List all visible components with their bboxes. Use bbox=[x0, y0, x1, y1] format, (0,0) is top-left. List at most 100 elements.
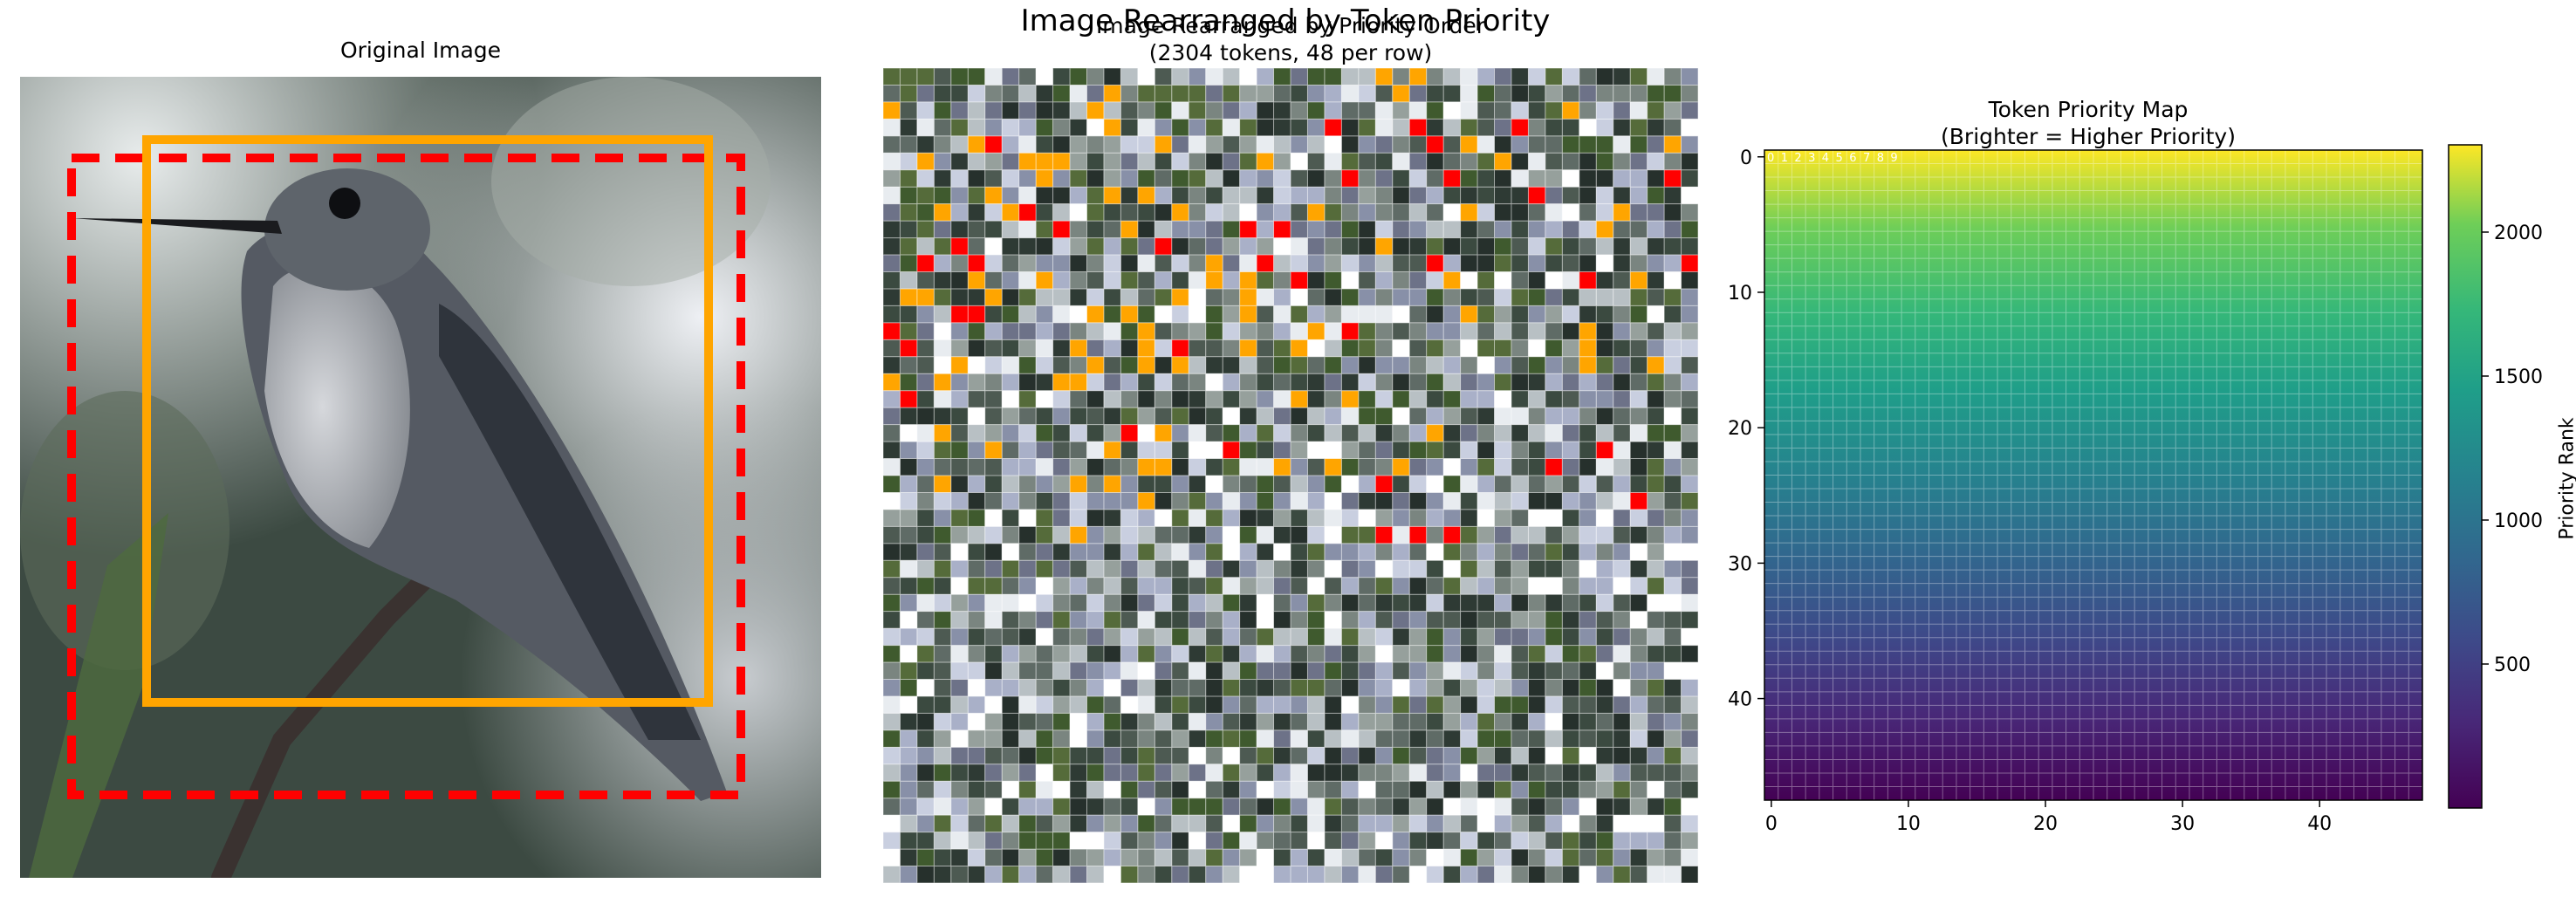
mosaic-patch bbox=[1511, 713, 1529, 730]
mosaic-patch bbox=[883, 866, 901, 883]
mosaic-patch bbox=[1358, 305, 1376, 323]
mosaic-patch bbox=[1324, 119, 1342, 136]
mosaic-patch bbox=[1239, 492, 1257, 510]
mosaic-patch bbox=[1257, 815, 1274, 832]
mosaic-patch bbox=[900, 458, 917, 476]
mosaic-patch bbox=[1103, 288, 1121, 306]
mosaic-patch bbox=[1664, 747, 1682, 764]
mosaic-patch bbox=[1443, 866, 1461, 883]
mosaic-patch bbox=[1647, 815, 1665, 832]
mosaic-patch bbox=[1307, 339, 1325, 357]
mosaic-patch bbox=[1392, 101, 1410, 120]
mosaic-patch bbox=[1189, 255, 1206, 272]
mosaic-patch bbox=[1579, 747, 1597, 764]
mosaic-patch bbox=[1375, 135, 1393, 154]
mosaic-patch bbox=[968, 288, 985, 306]
mosaic-patch bbox=[1103, 476, 1121, 493]
mosaic-patch bbox=[1307, 153, 1325, 170]
mosaic-patch bbox=[1002, 815, 1019, 832]
mosaic-patch bbox=[1579, 458, 1597, 476]
mosaic-patch bbox=[1273, 476, 1291, 493]
mosaic-patch bbox=[934, 153, 951, 170]
mosaic-patch bbox=[1443, 747, 1461, 764]
mosaic-patch bbox=[1375, 390, 1393, 408]
mosaic-patch bbox=[1528, 815, 1545, 832]
mosaic-patch bbox=[950, 390, 969, 408]
mosaic-patch bbox=[1494, 153, 1511, 170]
mosaic-patch bbox=[1002, 628, 1019, 646]
mosaic-patch bbox=[1324, 424, 1342, 442]
mosaic-patch bbox=[1086, 832, 1104, 850]
mosaic-patch bbox=[1494, 781, 1511, 798]
mosaic-patch bbox=[1664, 645, 1682, 663]
mosaic-patch bbox=[1579, 135, 1597, 154]
mosaic-patch bbox=[1154, 526, 1172, 544]
mosaic-patch bbox=[1494, 221, 1511, 238]
mosaic-patch bbox=[1307, 169, 1325, 188]
mosaic-patch bbox=[1307, 763, 1325, 782]
mosaic-patch bbox=[1002, 747, 1019, 764]
mosaic-patch bbox=[1070, 594, 1087, 612]
mosaic-patch bbox=[1545, 849, 1563, 866]
mosaic-patch bbox=[1307, 662, 1325, 680]
mosaic-patch bbox=[1324, 442, 1342, 459]
mosaic-patch bbox=[984, 695, 1003, 714]
mosaic-patch bbox=[1647, 798, 1665, 816]
mosaic-patch bbox=[1070, 611, 1087, 629]
mosaic-patch bbox=[916, 492, 935, 510]
mosaic-patch bbox=[1103, 713, 1121, 730]
mosaic-patch bbox=[1494, 442, 1511, 459]
mosaic-patch bbox=[1324, 729, 1342, 748]
mosaic-patch bbox=[1460, 729, 1478, 748]
mosaic-patch bbox=[1647, 832, 1665, 850]
mosaic-patch bbox=[1137, 763, 1155, 782]
mosaic-patch bbox=[1120, 373, 1138, 391]
mosaic-patch bbox=[1630, 322, 1648, 340]
mosaic-patch bbox=[1528, 763, 1545, 782]
mosaic-patch bbox=[1103, 68, 1121, 86]
mosaic-patch bbox=[1154, 442, 1172, 459]
mosaic-patch bbox=[1426, 288, 1444, 306]
mosaic-patch bbox=[1120, 203, 1138, 222]
mosaic-patch bbox=[1630, 866, 1648, 883]
mosaic-patch bbox=[1375, 577, 1393, 595]
mosaic-patch bbox=[984, 543, 1003, 561]
mosaic-patch bbox=[1189, 322, 1206, 340]
mosaic-patch bbox=[1070, 815, 1087, 832]
mosaic-patch bbox=[950, 135, 969, 154]
mosaic-patch bbox=[968, 628, 985, 646]
mosaic-patch bbox=[1409, 221, 1427, 238]
mosaic-patch bbox=[1392, 747, 1410, 764]
mosaic-patch bbox=[934, 594, 951, 612]
mosaic-patch bbox=[1596, 476, 1613, 493]
mosaic-patch bbox=[1291, 237, 1308, 256]
mosaic-patch bbox=[1307, 101, 1325, 120]
mosaic-patch bbox=[900, 866, 917, 883]
mosaic-patch bbox=[1681, 407, 1698, 425]
mosaic-patch bbox=[1664, 611, 1682, 629]
mosaic-patch bbox=[1273, 407, 1291, 425]
mosaic-patch bbox=[1018, 577, 1037, 595]
mosaic-patch bbox=[1070, 390, 1087, 408]
mosaic-patch bbox=[1171, 203, 1189, 222]
mosaic-patch bbox=[1002, 492, 1019, 510]
mosaic-patch bbox=[1375, 866, 1393, 883]
mosaic-patch bbox=[1154, 662, 1172, 680]
mosaic-patch bbox=[1137, 187, 1155, 204]
mosaic-patch bbox=[1086, 101, 1104, 120]
mosaic-patch bbox=[968, 322, 985, 340]
mosaic-patch bbox=[1341, 832, 1359, 850]
mosaic-patch bbox=[1171, 339, 1189, 357]
mosaic-patch bbox=[1070, 713, 1087, 730]
mosaic-patch bbox=[1426, 695, 1444, 714]
mosaic-patch bbox=[1324, 832, 1342, 850]
mosaic-patch bbox=[1545, 815, 1563, 832]
mosaic-patch bbox=[1070, 866, 1087, 883]
mosaic-patch bbox=[1358, 729, 1376, 748]
mosaic-patch bbox=[1018, 407, 1037, 425]
mosaic-patch bbox=[1137, 442, 1155, 459]
mosaic-patch bbox=[1103, 85, 1121, 102]
mosaic-patch bbox=[1018, 849, 1037, 866]
mosaic-patch bbox=[1341, 68, 1359, 86]
mosaic-patch bbox=[1426, 577, 1444, 595]
